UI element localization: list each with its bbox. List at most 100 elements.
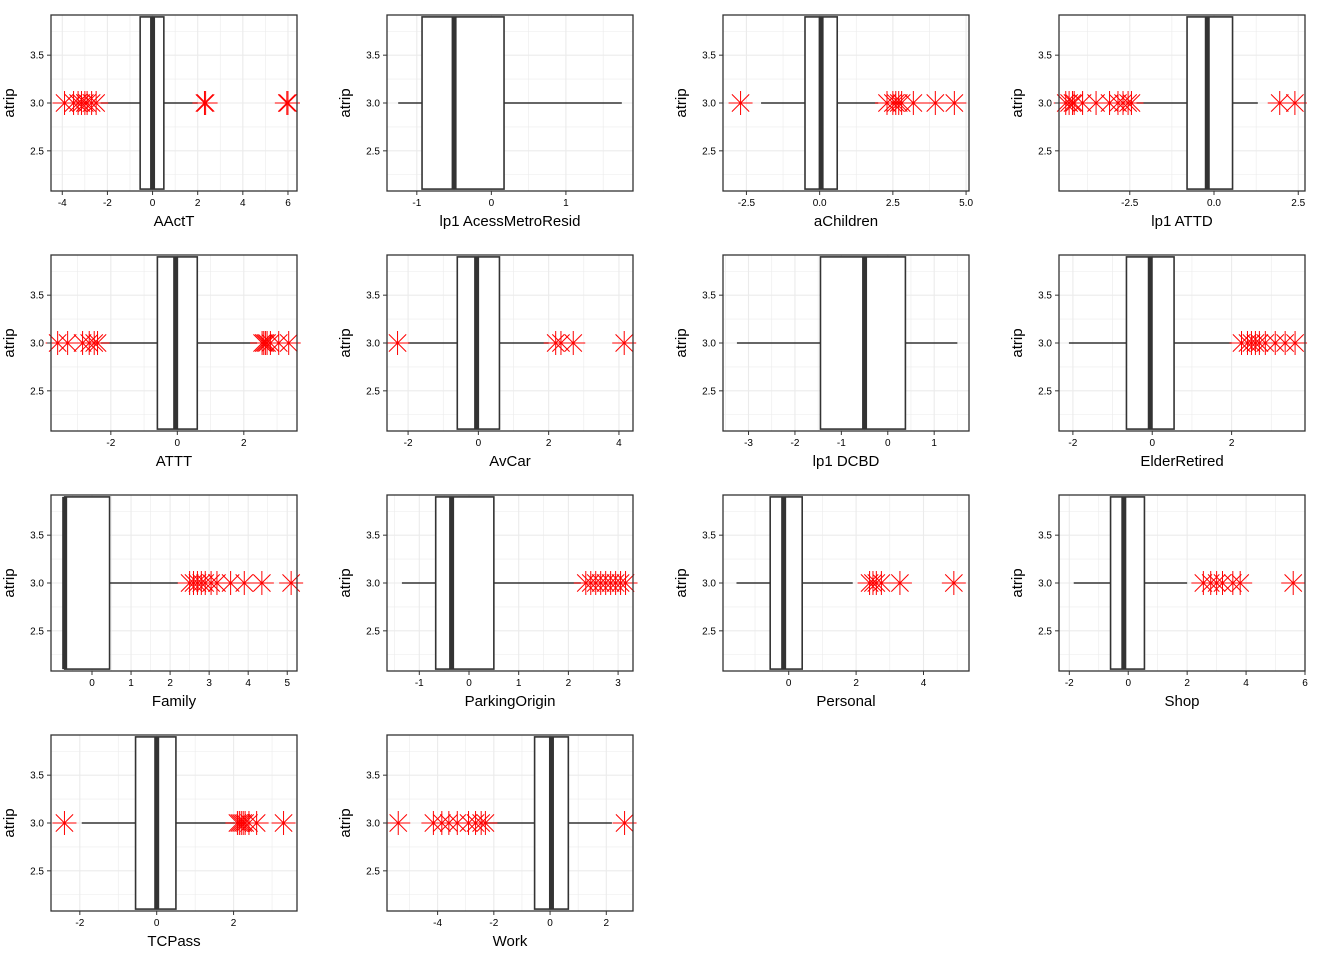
outlier-point xyxy=(473,811,498,835)
x-tick-label: 1 xyxy=(516,678,522,689)
y-tick-label: 2.5 xyxy=(702,146,716,157)
y-axis-title: atrip xyxy=(673,568,690,597)
outlier-point xyxy=(52,811,77,835)
x-tick-label: 0 xyxy=(476,438,482,449)
y-tick-label: 3.0 xyxy=(366,819,380,830)
x-tick-label: 0 xyxy=(786,678,792,689)
outlier-point xyxy=(901,91,926,115)
y-tick-label: 3.5 xyxy=(30,291,44,302)
y-tick-label: 2.5 xyxy=(1038,626,1052,637)
y-tick-label: 3.0 xyxy=(702,339,716,350)
box-iqr xyxy=(1186,16,1234,190)
y-tick-label: 3.0 xyxy=(366,99,380,110)
x-axis-title: ParkingOrigin xyxy=(465,693,556,710)
x-tick-label: 2 xyxy=(1229,438,1235,449)
x-tick-label: 6 xyxy=(1302,678,1308,689)
y-tick-label: 3.5 xyxy=(702,531,716,542)
x-axis-title: AActT xyxy=(154,213,195,230)
y-tick-label: 2.5 xyxy=(30,626,44,637)
x-tick-label: 0.0 xyxy=(1207,198,1221,209)
y-tick-label: 3.5 xyxy=(366,771,380,782)
y-tick-label: 3.5 xyxy=(1038,531,1052,542)
x-tick-label: 1 xyxy=(563,198,569,209)
y-axis-title: atrip xyxy=(673,328,690,357)
outlier-point xyxy=(548,331,573,355)
outlier-point xyxy=(612,811,637,835)
outlier-point xyxy=(1282,91,1307,115)
x-axis-title: lp1 AcessMetroResid xyxy=(440,213,581,230)
outlier-point xyxy=(923,91,948,115)
outlier-point xyxy=(385,331,410,355)
panel-13: -2 0 2 2.5 3.0 3.5 TCPass atrip xyxy=(1,734,298,950)
y-tick-label: 2.5 xyxy=(702,386,716,397)
y-tick-label: 3.0 xyxy=(30,579,44,590)
y-tick-label: 2.5 xyxy=(366,626,380,637)
x-tick-label: -2 xyxy=(404,438,413,449)
x-tick-label: -2.5 xyxy=(1121,198,1139,209)
y-axis-title: atrip xyxy=(1,808,18,837)
x-tick-label: -2 xyxy=(1065,678,1074,689)
outlier-point xyxy=(1281,571,1306,595)
x-tick-label: 1 xyxy=(128,678,134,689)
y-tick-label: 2.5 xyxy=(702,626,716,637)
x-tick-label: 2 xyxy=(853,678,859,689)
y-tick-label: 3.5 xyxy=(30,51,44,62)
outlier-point xyxy=(613,571,638,595)
y-tick-label: 3.5 xyxy=(366,531,380,542)
x-tick-label: 4 xyxy=(921,678,927,689)
panel-11: 0 2 4 2.5 3.0 3.5 Personal atrip xyxy=(673,494,970,710)
y-axis-title: atrip xyxy=(1,328,18,357)
x-tick-label: -4 xyxy=(433,918,442,929)
x-tick-label: -1 xyxy=(415,678,424,689)
x-tick-label: -2.5 xyxy=(738,198,756,209)
outlier-point xyxy=(84,91,109,115)
panel-1: -4 -2 0 2 4 6 2.5 3.0 3.5 AActT atrip xyxy=(1,14,300,230)
x-axis-title: Family xyxy=(152,693,197,710)
x-axis-title: Shop xyxy=(1164,693,1199,710)
x-tick-label: 0 xyxy=(175,438,181,449)
x-axis-title: TCPass xyxy=(147,933,200,950)
x-tick-label: 0 xyxy=(466,678,472,689)
x-tick-label: -3 xyxy=(744,438,753,449)
x-axis-title: lp1 DCBD xyxy=(813,453,880,470)
y-tick-label: 3.0 xyxy=(366,339,380,350)
outlier-point xyxy=(275,91,300,115)
y-tick-label: 3.5 xyxy=(1038,51,1052,62)
x-tick-label: -4 xyxy=(58,198,67,209)
y-tick-label: 3.5 xyxy=(1038,291,1052,302)
x-tick-label: -2 xyxy=(103,198,112,209)
x-axis-title: AvCar xyxy=(489,453,530,470)
outlier-point xyxy=(386,811,411,835)
x-tick-label: 0 xyxy=(154,918,160,929)
y-axis-title: atrip xyxy=(337,568,354,597)
y-tick-label: 3.0 xyxy=(1038,579,1052,590)
outlier-point xyxy=(942,91,967,115)
x-tick-label: 5 xyxy=(284,678,290,689)
y-axis-title: atrip xyxy=(337,328,354,357)
x-tick-label: 3 xyxy=(615,678,621,689)
x-axis-title: lp1 ATTD xyxy=(1151,213,1213,230)
outlier-point xyxy=(1283,331,1308,355)
x-tick-label: -1 xyxy=(837,438,846,449)
x-tick-label: 6 xyxy=(285,198,291,209)
y-tick-label: 2.5 xyxy=(366,146,380,157)
panel-10: -1 0 1 2 3 2.5 3.0 3.5 ParkingOrigin atrip xyxy=(337,494,638,710)
x-tick-label: 4 xyxy=(240,198,246,209)
outlier-point xyxy=(728,91,753,115)
x-tick-label: -2 xyxy=(75,918,84,929)
x-tick-label: 1 xyxy=(931,438,937,449)
panel-9: 0 1 2 3 4 5 2.5 3.0 3.5 Family atrip xyxy=(1,494,304,710)
y-tick-label: 3.0 xyxy=(702,579,716,590)
y-tick-label: 3.0 xyxy=(1038,99,1052,110)
x-tick-label: 0 xyxy=(150,198,156,209)
panel-6: -2 0 2 4 2.5 3.0 3.5 AvCar atrip xyxy=(337,254,637,470)
panel-12: -2 0 2 4 6 2.5 3.0 3.5 Shop atrip xyxy=(1009,494,1308,710)
x-axis-title: Personal xyxy=(816,693,875,710)
box-iqr xyxy=(1109,496,1146,670)
x-tick-label: 4 xyxy=(1243,678,1249,689)
outlier-point xyxy=(561,331,586,355)
y-axis-title: atrip xyxy=(1009,568,1026,597)
y-tick-label: 3.0 xyxy=(702,99,716,110)
box-iqr xyxy=(63,496,111,670)
